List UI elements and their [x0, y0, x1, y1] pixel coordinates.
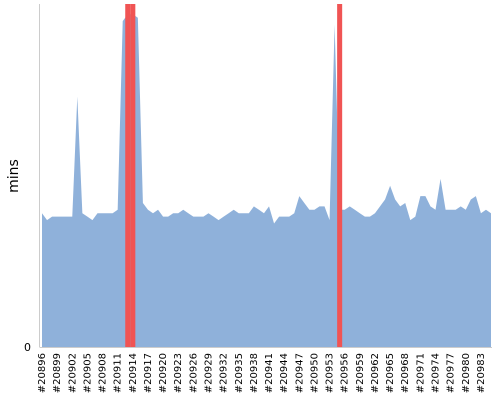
x-tick-label: #20923	[173, 353, 184, 393]
x-tick-label: #20896	[37, 353, 48, 393]
x-tick-label: #20974	[431, 353, 442, 393]
x-tick-label: #20983	[476, 353, 487, 393]
plot-area	[42, 4, 491, 347]
x-tick-label: #20938	[249, 353, 260, 393]
x-tick-label: #20926	[188, 353, 199, 393]
x-tick-label: #20905	[82, 353, 93, 393]
x-tick-label: #20902	[67, 353, 78, 393]
x-tick-label: #20959	[355, 353, 366, 393]
x-tick-label: #20899	[52, 353, 63, 393]
x-tick-label: #20968	[400, 353, 411, 393]
y-axis-label: mins	[6, 159, 22, 193]
x-tick-label: #20953	[325, 353, 336, 393]
x-tick-label: #20941	[264, 353, 275, 393]
x-tick-label: #20932	[219, 353, 230, 393]
x-tick-label: #20962	[370, 353, 381, 393]
area-series	[42, 14, 491, 347]
x-tick-label: #20920	[158, 353, 169, 393]
x-tick-label: #20947	[294, 353, 305, 393]
x-tick-labels: #20896 #20899 #20902 #20905 #20908 #20911 #209…	[37, 353, 487, 393]
highlight-bar	[130, 4, 136, 347]
x-tick-label: #20911	[113, 353, 124, 393]
x-tick-label: #20944	[279, 353, 290, 393]
x-tick-label: #20917	[143, 353, 154, 393]
x-tick-label: #20908	[98, 353, 109, 393]
x-tick-label: #20950	[309, 353, 320, 393]
x-tick-label: #20980	[461, 353, 472, 393]
x-tick-label: #20935	[234, 353, 245, 393]
highlight-bar	[125, 4, 131, 347]
x-tick-label: #20977	[446, 353, 457, 393]
highlight-bar	[337, 4, 343, 347]
x-tick-label: #20914	[128, 353, 139, 393]
x-tick-label: #20971	[415, 353, 426, 393]
x-tick-label: #20929	[203, 353, 214, 393]
x-tick-label: #20965	[385, 353, 396, 393]
x-tick-label: #20956	[340, 353, 351, 393]
y-tick-label: 0	[24, 341, 31, 354]
